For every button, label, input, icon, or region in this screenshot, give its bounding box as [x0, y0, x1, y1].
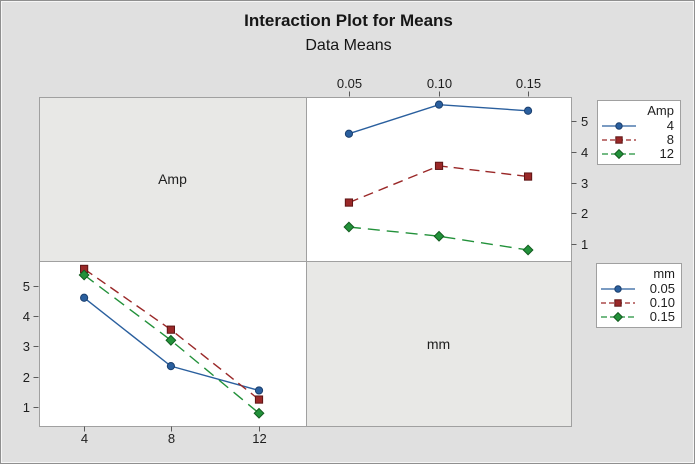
- legend-entry-label: 0.10: [649, 295, 675, 310]
- legend-line-sample-mm-015: [600, 311, 636, 323]
- legend-row: 0.15: [597, 310, 681, 324]
- marker-amp-8: [434, 161, 444, 170]
- marker-amp-12: [343, 221, 355, 233]
- y-tick-label: 1: [581, 237, 588, 252]
- marker-mm-0-05: [166, 362, 175, 371]
- legend-entry-label: 0.05: [649, 281, 675, 296]
- legend-line-sample-amp-12: [601, 148, 637, 160]
- legend-row: 0.05: [597, 282, 681, 296]
- legend-amp-title: Amp: [647, 103, 674, 118]
- legend-entry-label: 8: [666, 132, 674, 147]
- marker-mm-0-05: [80, 293, 89, 302]
- marker-amp-12: [433, 230, 445, 242]
- y-tick-label: 4: [23, 309, 30, 324]
- marker-amp-12: [522, 244, 534, 256]
- y-tick-label: 5: [581, 114, 588, 129]
- y-tick-label: 2: [23, 370, 30, 385]
- legend-entry-label: 0.15: [649, 309, 675, 324]
- legend-entry-label: 4: [666, 118, 674, 133]
- marker-amp-8: [523, 172, 533, 181]
- y-tick-label: 5: [23, 279, 30, 294]
- marker-mm-0-15: [165, 334, 177, 346]
- y-tick-label: 3: [581, 176, 588, 191]
- marker-amp-4: [523, 106, 533, 115]
- marker-amp-4: [434, 100, 444, 109]
- y-tick-label: 3: [23, 339, 30, 354]
- y-tick-label: 1: [23, 400, 30, 415]
- marker-mm-0-15: [78, 269, 90, 281]
- y-tick-label: 2: [581, 206, 588, 221]
- marker-mm-0-05: [254, 386, 264, 395]
- legend-line-sample-mm-010: [600, 297, 636, 309]
- chart-subtitle: Data Means: [305, 37, 392, 54]
- marker-mm-0-15: [253, 407, 265, 419]
- chart-title: Interaction Plot for Means: [244, 11, 453, 30]
- legend-row: 0.10: [597, 296, 681, 310]
- legend-line-sample-amp-4: [601, 120, 637, 132]
- marker-amp-8: [344, 198, 354, 207]
- legend-row: 4: [598, 119, 680, 133]
- legend-mm: mm 0.05 0.10 0.15: [596, 263, 682, 328]
- panel-bottom_left: [39, 261, 307, 427]
- x-tick-label: 12: [252, 431, 266, 446]
- marker-mm-0-10: [254, 395, 264, 404]
- legend-line-sample-amp-8: [601, 134, 637, 146]
- legend-row: 8: [598, 133, 680, 147]
- y-tick-label: 4: [581, 145, 588, 160]
- x-tick-label: 4: [81, 431, 88, 446]
- panel-bottom_right: [306, 261, 572, 427]
- legend-mm-title: mm: [653, 266, 675, 281]
- marker-amp-4: [344, 129, 354, 138]
- panel-top_left: [39, 97, 307, 262]
- x-tick-label: 8: [168, 431, 175, 446]
- marker-mm-0-10: [166, 325, 175, 334]
- legend-entry-label: 12: [659, 146, 674, 161]
- x-tick-label: 0.05: [337, 76, 362, 91]
- legend-amp: Amp 4 8 12: [597, 100, 681, 165]
- x-tick-label: 0.15: [516, 76, 541, 91]
- legend-line-sample-mm-005: [600, 283, 636, 295]
- x-tick-label: 0.10: [427, 76, 452, 91]
- series-line-amp-12: [348, 226, 529, 251]
- legend-row: 12: [598, 147, 680, 161]
